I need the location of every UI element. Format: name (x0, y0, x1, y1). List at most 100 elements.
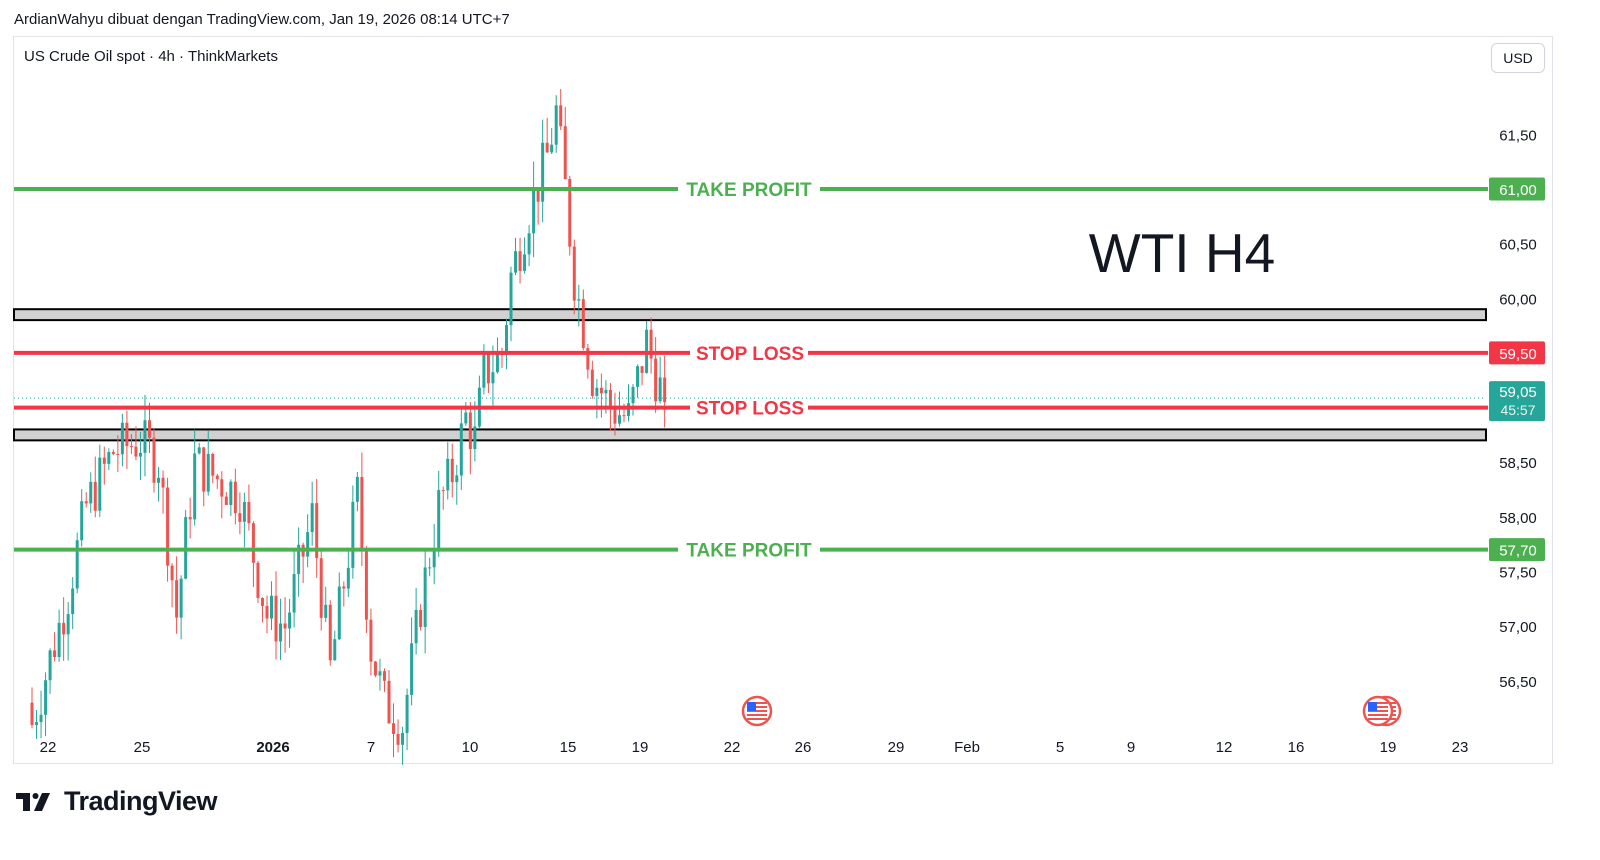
candle-body (134, 446, 138, 457)
candle-body (563, 126, 567, 180)
y-tick-label: 57,50 (1499, 565, 1537, 582)
us-flag-icon[interactable] (1362, 695, 1394, 727)
level-price-badge-take_profit (1489, 538, 1545, 562)
candle-body (455, 475, 459, 483)
last-price-badge (1489, 381, 1545, 422)
candle-body (545, 142, 549, 153)
candle-body (215, 475, 219, 480)
candle-body (640, 366, 644, 373)
candle-body (71, 588, 75, 615)
candle-body (75, 540, 79, 589)
candle-body (482, 353, 486, 388)
candle-body (57, 622, 61, 658)
candle-body (532, 187, 536, 234)
candle-body (636, 366, 640, 387)
candle-body (450, 458, 454, 483)
candle-body (654, 358, 658, 402)
x-tick-label: Feb (954, 739, 980, 756)
candle-body (382, 671, 386, 681)
candle-body (120, 422, 124, 455)
candle-body (658, 377, 662, 402)
candle-body (437, 490, 441, 550)
candle-body (175, 580, 179, 618)
candle-body (428, 567, 432, 569)
candle-body (288, 612, 292, 629)
tradingview-brand-text: TradingView (64, 786, 218, 816)
us-flag-icon[interactable] (741, 695, 773, 727)
candle-body (315, 503, 319, 559)
candle-body (514, 251, 518, 273)
candle-body (355, 476, 359, 502)
candle-body (283, 623, 287, 629)
candle-body (378, 671, 382, 676)
candle-body (138, 452, 142, 457)
candle-body (663, 377, 667, 403)
candle-body (98, 457, 102, 511)
candle-body (102, 457, 106, 464)
level-label-take_profit: TAKE PROFIT (686, 541, 812, 562)
candle-body (260, 597, 264, 606)
candle-body (328, 604, 332, 661)
candle-body (265, 605, 269, 619)
candle-body (364, 550, 368, 620)
candle-body (541, 142, 545, 202)
candle-body (152, 437, 156, 483)
candle-body (333, 639, 337, 661)
candle-body (35, 722, 39, 726)
candle-body (116, 453, 120, 455)
x-tick-label: 22 (40, 739, 57, 756)
candle-body (129, 446, 133, 448)
candle-body (251, 523, 255, 563)
candle-body (459, 423, 463, 476)
candle-body (622, 415, 626, 417)
candle-body (554, 105, 558, 145)
candle-body (93, 481, 97, 511)
zone-band-1 (13, 428, 1487, 442)
candle-body (319, 558, 323, 618)
currency-button[interactable]: USD (1491, 43, 1545, 73)
candle-body (80, 501, 84, 541)
x-tick-label: 19 (632, 739, 649, 756)
x-tick-label: 5 (1056, 739, 1064, 756)
level-price-badge-take_profit (1489, 177, 1545, 201)
candle-body (369, 619, 373, 662)
candle-body (491, 372, 495, 384)
zone-band-0 (13, 308, 1487, 322)
candle-body (188, 517, 192, 520)
x-tick-label: 29 (888, 739, 905, 756)
candle-body (604, 389, 608, 394)
candle-body (247, 501, 251, 524)
x-tick-label: 7 (367, 739, 375, 756)
candle-body (256, 562, 260, 598)
candle-body (419, 609, 423, 627)
candle-body (590, 369, 594, 396)
x-tick-label: 19 (1380, 739, 1397, 756)
candle-body (559, 105, 563, 127)
tradingview-logo-icon (16, 792, 50, 811)
candle-body (373, 661, 377, 676)
candle-body (346, 567, 350, 589)
candle-body (324, 604, 328, 618)
candle-body (387, 680, 391, 724)
candle-body (274, 595, 278, 642)
candle-body (446, 458, 450, 491)
candle-body (193, 453, 197, 520)
candle-body (206, 453, 210, 492)
candle-body (486, 353, 490, 384)
candle-body (30, 702, 34, 726)
candle-body (550, 144, 554, 153)
level-label-stop_loss: STOP LOSS (696, 399, 804, 420)
y-tick-label: 60,00 (1499, 291, 1537, 308)
candle-body (649, 329, 653, 359)
x-tick-label: 9 (1127, 739, 1135, 756)
x-tick-label: 25 (134, 739, 151, 756)
chart-watermark-note: ArdianWahyu dibuat dengan TradingView.co… (14, 11, 510, 28)
candle-body (599, 387, 603, 394)
y-tick-label: 57,00 (1499, 619, 1537, 636)
level-price-label-take_profit: 61,00 (1499, 182, 1537, 199)
footer-logo[interactable]: TradingView (16, 786, 218, 817)
candle-body (392, 723, 396, 734)
candle-body (111, 452, 115, 454)
candle-body (586, 348, 590, 370)
